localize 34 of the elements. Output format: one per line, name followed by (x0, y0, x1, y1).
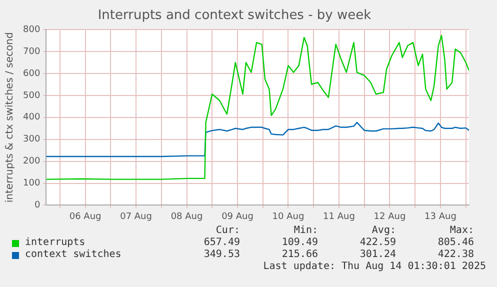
y-tick-label: 100 (22, 178, 40, 189)
text: 349.53 (202, 249, 240, 261)
y-tick-label: 500 (22, 90, 40, 101)
text: 215.66 (280, 249, 318, 261)
text: 805.46 (436, 237, 474, 249)
text: Avg: (370, 225, 396, 237)
x-tick-label: 11 Aug (323, 212, 355, 222)
y-tick-label: 400 (22, 112, 40, 123)
y-tick-label: 0 (34, 200, 40, 211)
text: Cur: (214, 225, 240, 237)
x-tick-label: 07 Aug (120, 212, 152, 222)
text: 109.49 (280, 237, 318, 249)
y-tick-label: 700 (22, 46, 40, 57)
y-axis-title: interrupts & ctx switches / second (4, 32, 16, 203)
text: Min: (292, 225, 318, 237)
legend-label: interrupts (25, 237, 86, 249)
legend-label: context switches (25, 249, 122, 261)
x-tick-label: 13 Aug (424, 212, 456, 222)
x-tick-label: 12 Aug (374, 212, 406, 222)
y-tick-label: 300 (22, 134, 40, 145)
x-tick-label: 10 Aug (272, 212, 304, 222)
y-tick-label: 800 (22, 24, 40, 35)
text: 657.49 (202, 237, 240, 249)
x-tick-label: 06 Aug (69, 212, 102, 222)
text: 422.59 (358, 237, 396, 249)
x-tick-label: 08 Aug (170, 212, 203, 222)
text: 422.38 (436, 249, 474, 261)
y-tick-label: 200 (22, 156, 40, 167)
chart-title: Interrupts and context switches - by week (98, 8, 372, 24)
text: 301.24 (359, 249, 396, 261)
text: Last update: Thu Aug 14 01:30:01 2025 (262, 261, 486, 273)
x-tick-label: 09 Aug (222, 212, 254, 222)
y-tick-label: 600 (22, 68, 40, 79)
text: Max: (448, 225, 474, 237)
